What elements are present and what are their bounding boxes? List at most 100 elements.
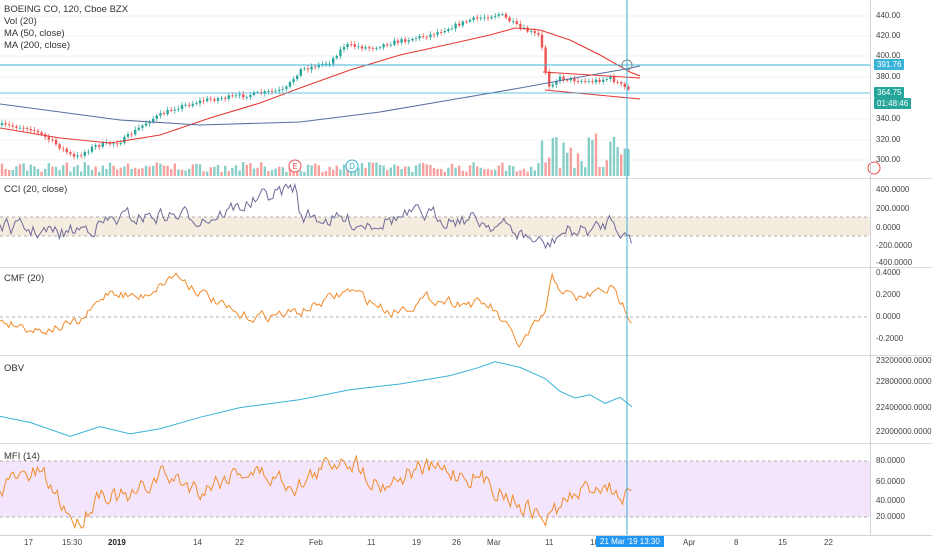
event-marker-edge[interactable] (867, 161, 881, 175)
candle-body (231, 95, 234, 97)
legend-ma200[interactable]: MA (200, close) (4, 40, 70, 51)
event-marker-dividend[interactable] (345, 159, 359, 173)
ma200-line (0, 65, 641, 126)
candle-body (62, 148, 65, 150)
candle-body (90, 146, 94, 152)
volume-bar (335, 165, 338, 176)
candle-body (252, 92, 256, 96)
candle-body (306, 68, 310, 70)
candle-body (328, 63, 331, 65)
volume-bar (58, 170, 61, 176)
volume-bar (548, 157, 551, 176)
obv-axis-label: 22400000.0000 (876, 403, 932, 412)
obv-axis-label: 22800000.0000 (876, 377, 932, 386)
volume-bar (454, 167, 457, 176)
cmf-chart-svg[interactable] (0, 268, 932, 356)
candle-body (180, 105, 184, 109)
candle-body (350, 44, 353, 45)
candle-body (609, 76, 612, 79)
volume-bar (177, 169, 180, 176)
volume-bar (180, 169, 184, 176)
volume-bar (267, 170, 270, 176)
volume-bar (72, 166, 76, 176)
time-axis-label: 2019 (108, 538, 126, 547)
candle-body (98, 145, 101, 147)
time-axis-label: Apr (683, 538, 696, 547)
volume-bar (303, 171, 306, 176)
volume-bar (11, 170, 14, 176)
price-pane[interactable]: E D BOEING CO, 120, Cboe BZX Vol (20) MA… (0, 0, 932, 178)
event-marker-earnings[interactable] (288, 159, 302, 173)
channel-lines[interactable] (542, 71, 641, 100)
volume-bar (389, 167, 392, 176)
time-axis-label: 15:30 (62, 538, 83, 547)
cci-legend[interactable]: CCI (20, close) (4, 184, 68, 195)
volume-bar (407, 166, 410, 176)
volume-bar (422, 162, 425, 176)
price-axis-label: 340.00 (876, 114, 901, 123)
volume-bar (155, 162, 158, 176)
obv-legend[interactable]: OBV (4, 363, 25, 374)
volume-bar (598, 166, 601, 176)
volume-bar (623, 148, 626, 176)
volume-bar (44, 168, 47, 176)
volume-bar (249, 163, 252, 176)
candle-body (206, 98, 209, 101)
candle-body (245, 96, 248, 98)
candle-body (396, 40, 400, 43)
cci-chart-svg[interactable] (0, 179, 932, 268)
candle-body (562, 76, 565, 80)
volume-bar (216, 164, 220, 176)
volume-bar (328, 166, 331, 176)
candle-body (267, 91, 270, 92)
candle-body (242, 94, 245, 98)
obv-pane[interactable]: OBV 23200000.0000 22800000.0000 22400000… (0, 355, 932, 444)
volume-bar (404, 166, 407, 176)
mfi-chart-svg[interactable] (0, 444, 932, 536)
candle-body (378, 47, 382, 49)
volume-bar (382, 165, 385, 176)
candle-body (162, 113, 166, 115)
candle-body (144, 123, 148, 126)
volume-bar (555, 137, 558, 176)
volume-bar (51, 166, 54, 176)
candle-body (576, 81, 580, 82)
time-axis-label: Mar (487, 538, 501, 547)
cci-axis-label: 0.0000 (876, 223, 901, 232)
candle-body (465, 21, 468, 23)
volume-bar (33, 166, 36, 176)
candle-body (353, 44, 356, 47)
cmf-legend[interactable]: CMF (20) (4, 273, 45, 284)
volume-bar (242, 162, 245, 176)
cmf-pane[interactable]: CMF (20) 0.4000 0.2000 0.0000 -0.2000 (0, 267, 932, 356)
volume-bar (314, 163, 317, 176)
mfi-axis-label: 40.0000 (876, 496, 905, 505)
volume-bar (112, 165, 115, 176)
cmf-axis-label: 0.0000 (876, 312, 901, 321)
candle-body (33, 130, 36, 131)
legend-ma50[interactable]: MA (50, close) (4, 28, 65, 39)
candle-body (299, 69, 302, 76)
volume-bar (137, 169, 140, 176)
candle-body (454, 23, 457, 29)
volume-bar (414, 165, 418, 176)
candle-body (198, 100, 202, 104)
candle-body (152, 118, 155, 122)
cmf-line (0, 272, 632, 348)
candle-body (263, 91, 266, 94)
mfi-pane[interactable]: MFI (14) 80.0000 60.0000 40.0000 20.0000 (0, 443, 932, 536)
symbol-title[interactable]: BOEING CO, 120, Cboe BZX (4, 4, 129, 15)
obv-chart-svg[interactable] (0, 356, 932, 444)
price-chart-svg[interactable]: E D (0, 0, 932, 178)
time-axis-label: 14 (193, 538, 202, 547)
volume-bar (501, 162, 504, 176)
volume-bar (148, 166, 151, 176)
mfi-legend[interactable]: MFI (14) (4, 451, 40, 462)
volume-bar (602, 166, 605, 176)
candle-body (54, 139, 58, 145)
candle-body (375, 47, 378, 49)
candle-body (368, 47, 371, 49)
cci-pane[interactable]: CCI (20, close) 400.0000 200.0000 0.0000… (0, 178, 932, 268)
volume-bar (224, 165, 227, 176)
legend-volume[interactable]: Vol (20) (4, 16, 37, 27)
